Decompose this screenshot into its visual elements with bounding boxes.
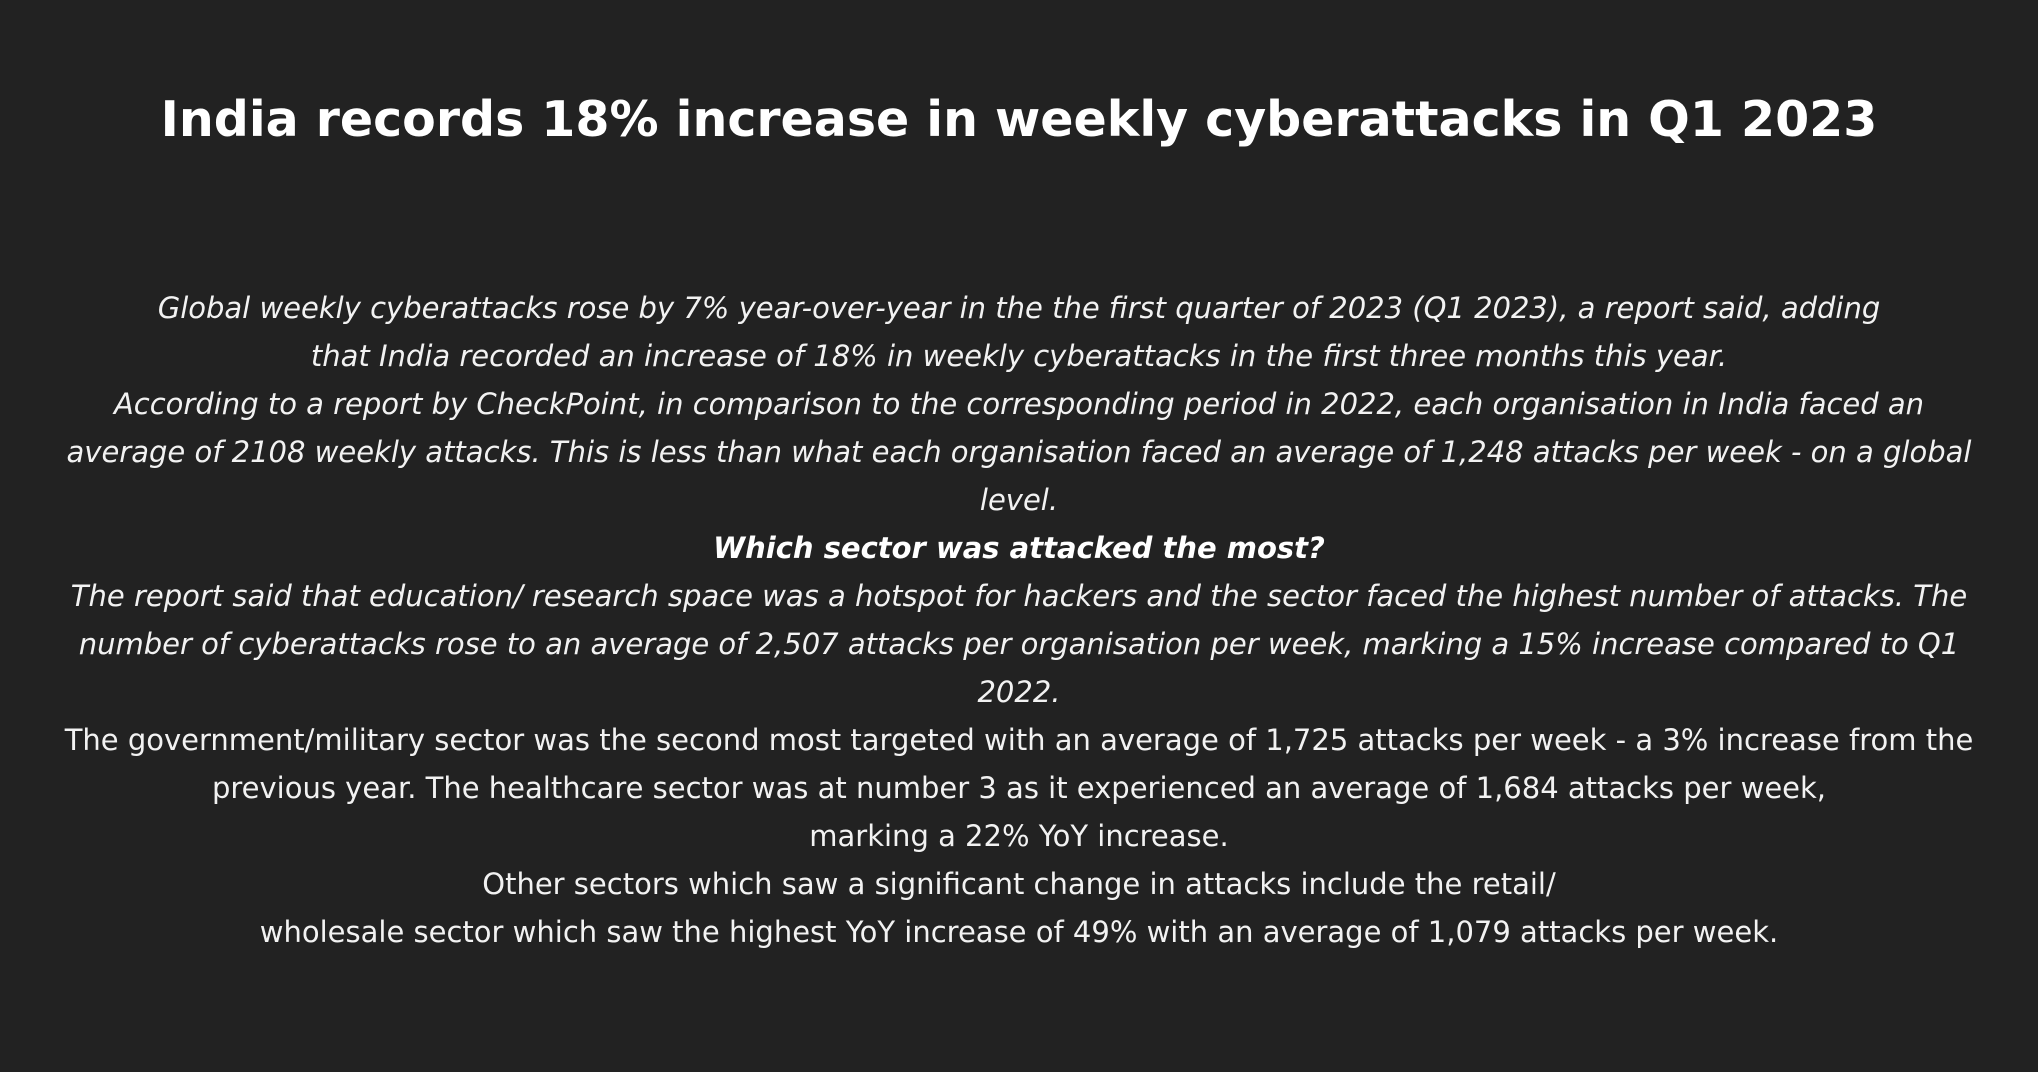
sector-line: wholesale sector which saw the highest Y… bbox=[259, 915, 1779, 949]
education-line: The report said that education/ research… bbox=[70, 579, 1968, 613]
intro-line: average of 2108 weekly attacks. This is … bbox=[66, 435, 1972, 469]
intro-line: level. bbox=[979, 483, 1059, 517]
sector-line: The government/military sector was the s… bbox=[64, 723, 1974, 757]
section-question: Which sector was attacked the most? bbox=[713, 531, 1325, 565]
intro-line: that India recorded an increase of 18% i… bbox=[310, 339, 1728, 373]
sector-line: marking a 22% YoY increase. bbox=[809, 819, 1229, 853]
sector-line: Other sectors which saw a significant ch… bbox=[482, 867, 1556, 901]
intro-line: Global weekly cyberattacks rose by 7% ye… bbox=[157, 291, 1881, 325]
education-line: 2022. bbox=[977, 675, 1061, 709]
article-body: Global weekly cyberattacks rose by 7% ye… bbox=[44, 284, 1994, 956]
education-line: number of cyberattacks rose to an averag… bbox=[78, 627, 1960, 661]
sector-line: previous year. The healthcare sector was… bbox=[211, 771, 1827, 805]
headline: India records 18% increase in weekly cyb… bbox=[160, 91, 1878, 148]
intro-line: According to a report by CheckPoint, in … bbox=[113, 387, 1925, 421]
